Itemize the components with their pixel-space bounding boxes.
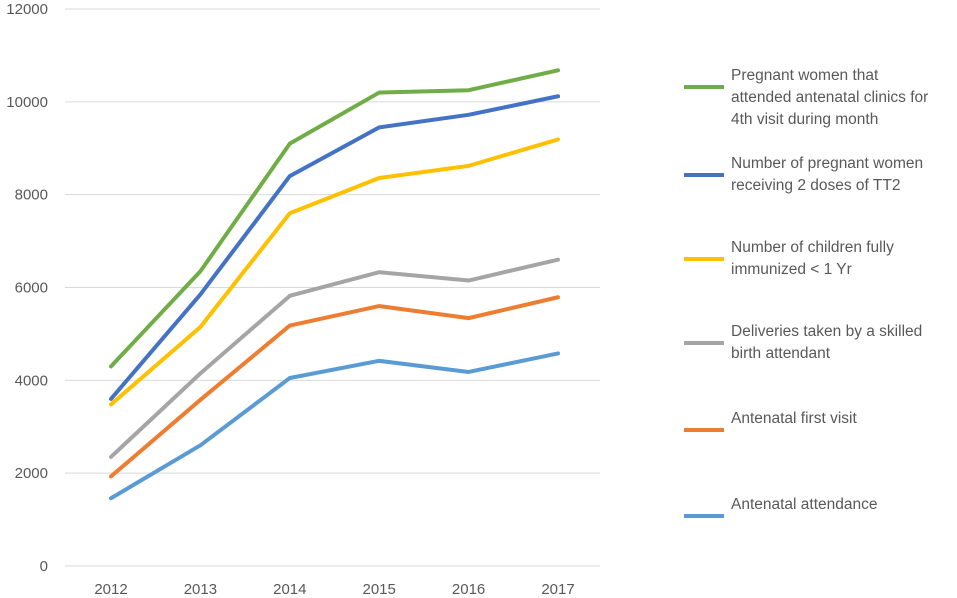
y-tick-label: 4000 [15,372,48,389]
legend-swatch [684,173,724,177]
series-line-0[interactable] [109,68,560,369]
series-lines [109,68,560,501]
series-line-2[interactable] [109,137,560,407]
y-tick-label: 8000 [15,187,48,204]
series-line-1[interactable] [109,94,560,401]
y-tick-label: 10000 [6,94,48,111]
y-tick-label: 0 [40,558,48,575]
legend-swatch [684,514,724,518]
y-tick-label: 12000 [6,1,48,18]
legend-label: Deliveries taken by a skilled birth atte… [731,323,923,362]
series-line-4[interactable] [109,295,560,479]
y-axis-tick-labels: 0 2000 4000 6000 8000 10000 12000 [6,1,48,575]
x-tick-label: 2013 [184,581,217,598]
legend-swatch [684,85,724,89]
gridlines [65,8,600,567]
x-tick-label: 2017 [541,581,574,598]
legend-label: Pregnant women that attended antenatal c… [731,67,929,128]
x-axis-tick-labels: 2012 2013 2014 2015 2016 2017 [94,581,574,598]
legend-label: Number of pregnant women receiving 2 dos… [731,155,924,194]
legend-swatch [684,341,724,345]
legend-swatch [684,257,724,261]
series-line-5[interactable] [109,351,560,501]
series-line-3[interactable] [109,257,560,459]
x-tick-label: 2016 [452,581,485,598]
y-tick-label: 2000 [15,465,48,482]
legend-label: Number of children fully immunized < 1 Y… [731,239,894,278]
y-tick-label: 6000 [15,280,48,297]
legend-swatch [684,428,724,432]
x-tick-label: 2015 [363,581,396,598]
legend-label: Antenatal attendance [731,496,878,513]
x-tick-label: 2014 [273,581,306,598]
x-tick-label: 2012 [94,581,127,598]
legend-label: Antenatal first visit [731,410,857,427]
